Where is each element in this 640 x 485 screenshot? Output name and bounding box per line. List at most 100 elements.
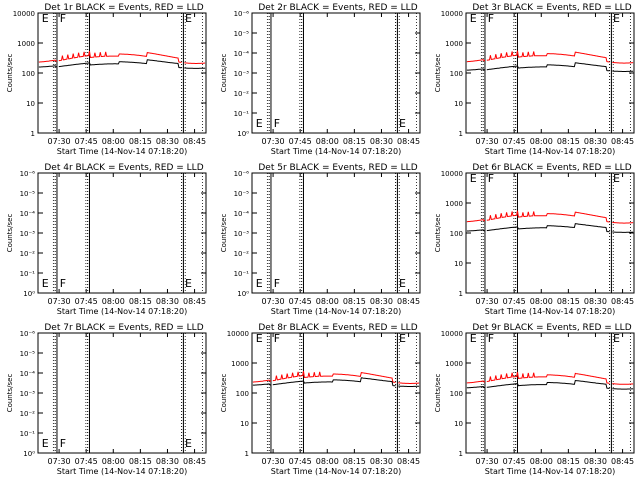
flag-label: E	[42, 12, 49, 25]
x-tick-label: 08:15	[557, 457, 580, 466]
panel-det-8: Det 8r BLACK = Events, RED = LLD Counts/s…	[220, 323, 421, 476]
series-lld-line	[466, 50, 634, 64]
x-tick-label: 08:15	[129, 297, 152, 306]
x-axis-label: Start Time (14-Nov-14 07:18:20)	[57, 467, 187, 476]
y-tick-label: 10⁻⁶	[20, 170, 36, 178]
y-tick-label: 10000	[227, 330, 249, 338]
y-tick-label: 10⁻⁶	[234, 10, 250, 18]
y-axis-label: Counts/sec	[220, 54, 228, 93]
panel-title: Det 9r BLACK = Events, RED = LLD	[472, 323, 631, 333]
y-tick-label: 10⁻²	[234, 90, 250, 98]
y-tick-label: 10⁻⁵	[234, 190, 250, 198]
x-tick-label: 08:00	[102, 297, 125, 306]
y-tick-label: 10⁻⁶	[234, 170, 250, 178]
x-tick-label: 07:45	[503, 457, 526, 466]
series-events-line	[38, 59, 206, 69]
series-lld-line	[466, 371, 634, 385]
x-tick-label: 07:45	[503, 297, 526, 306]
flag-label: F	[60, 12, 66, 25]
x-tick-label: 08:45	[183, 297, 206, 306]
flag-label: F	[274, 277, 280, 290]
x-tick-label: 07:30	[262, 297, 285, 306]
x-tick-label: 08:30	[584, 297, 607, 306]
y-tick-label: 10⁻²	[234, 250, 250, 258]
y-tick-label: 1	[459, 130, 463, 138]
panel-title: Det 8r BLACK = Events, RED = LLD	[258, 323, 417, 333]
y-tick-label: 10⁻²	[20, 410, 36, 418]
flag-label: F	[60, 277, 66, 290]
y-tick-label: 10⁰	[23, 290, 35, 298]
y-tick-label: 10⁻¹	[234, 270, 250, 278]
flag-label: E	[256, 117, 263, 130]
x-tick-label: 08:30	[584, 457, 607, 466]
x-tick-label: 07:30	[48, 457, 71, 466]
x-tick-label: 07:45	[503, 137, 526, 146]
y-tick-label: 10⁰	[237, 290, 249, 298]
x-tick-label: 08:30	[370, 457, 393, 466]
series-events-line	[466, 379, 634, 390]
panel-title: Det 4r BLACK = Events, RED = LLD	[44, 163, 203, 173]
x-tick-label: 08:30	[370, 297, 393, 306]
x-tick-label: 08:15	[129, 137, 152, 146]
y-tick-label: 10	[454, 100, 463, 108]
x-tick-label: 07:30	[48, 297, 71, 306]
flag-label: E	[42, 437, 49, 450]
x-axis-label: Start Time (14-Nov-14 07:18:20)	[485, 467, 615, 476]
y-tick-label: 10⁻⁴	[20, 370, 36, 378]
x-tick-label: 08:00	[102, 137, 125, 146]
x-tick-label: 08:15	[129, 457, 152, 466]
flag-label: F	[488, 172, 494, 185]
panel-title: Det 3r BLACK = Events, RED = LLD	[472, 3, 631, 13]
x-tick-label: 07:30	[262, 457, 285, 466]
x-tick-label: 08:45	[611, 297, 634, 306]
flag-label: E	[256, 332, 263, 345]
x-tick-label: 08:30	[156, 297, 179, 306]
x-tick-label: 08:45	[397, 457, 420, 466]
panel-title: Det 7r BLACK = Events, RED = LLD	[44, 323, 203, 333]
y-tick-label: 10⁻⁴	[234, 210, 250, 218]
y-tick-label: 1000	[231, 360, 249, 368]
x-tick-label: 08:30	[156, 457, 179, 466]
panel-det-5: Det 5r BLACK = Events, RED = LLD Counts/s…	[220, 163, 421, 316]
x-axis-label: Start Time (14-Nov-14 07:18:20)	[271, 307, 401, 316]
y-tick-label: 1	[459, 290, 463, 298]
series-lld-line	[252, 371, 420, 384]
flag-label: E	[470, 12, 477, 25]
x-tick-label: 08:15	[343, 137, 366, 146]
x-tick-label: 08:00	[530, 297, 553, 306]
panel-title: Det 5r BLACK = Events, RED = LLD	[258, 163, 417, 173]
y-tick-label: 10⁻¹	[20, 270, 36, 278]
y-axis-label: Counts/sec	[6, 214, 14, 253]
y-tick-label: 10⁻⁵	[20, 190, 36, 198]
panel-det-3: Det 3r BLACK = Events, RED = LLD Counts/s…	[434, 3, 635, 156]
panel-det-4: Det 4r BLACK = Events, RED = LLD Counts/s…	[6, 163, 207, 316]
flag-label: E	[399, 332, 406, 345]
series-lld-line	[38, 51, 206, 64]
flag-label: E	[470, 332, 477, 345]
y-tick-label: 10⁻³	[234, 70, 250, 78]
x-tick-label: 08:15	[343, 297, 366, 306]
y-tick-label: 10⁻²	[20, 250, 36, 258]
y-tick-label: 10	[26, 100, 35, 108]
y-tick-label: 10⁻⁵	[234, 30, 250, 38]
x-tick-label: 07:30	[476, 137, 499, 146]
x-tick-label: 08:00	[316, 457, 339, 466]
y-tick-label: 10⁻⁴	[20, 210, 36, 218]
y-tick-label: 100	[450, 70, 463, 78]
series-events-line	[252, 377, 420, 387]
x-tick-label: 08:45	[611, 457, 634, 466]
panel-det-7: Det 7r BLACK = Events, RED = LLD Counts/s…	[6, 323, 207, 476]
x-tick-label: 08:15	[557, 297, 580, 306]
y-tick-label: 10⁻⁵	[20, 350, 36, 358]
x-tick-label: 08:15	[343, 457, 366, 466]
panel-title: Det 2r BLACK = Events, RED = LLD	[258, 3, 417, 13]
x-tick-label: 08:45	[397, 297, 420, 306]
x-tick-label: 08:00	[102, 457, 125, 466]
y-tick-label: 10⁻³	[20, 390, 36, 398]
y-tick-label: 10000	[441, 10, 463, 18]
x-tick-label: 08:45	[397, 137, 420, 146]
flag-label: E	[399, 117, 406, 130]
flag-label: E	[42, 277, 49, 290]
